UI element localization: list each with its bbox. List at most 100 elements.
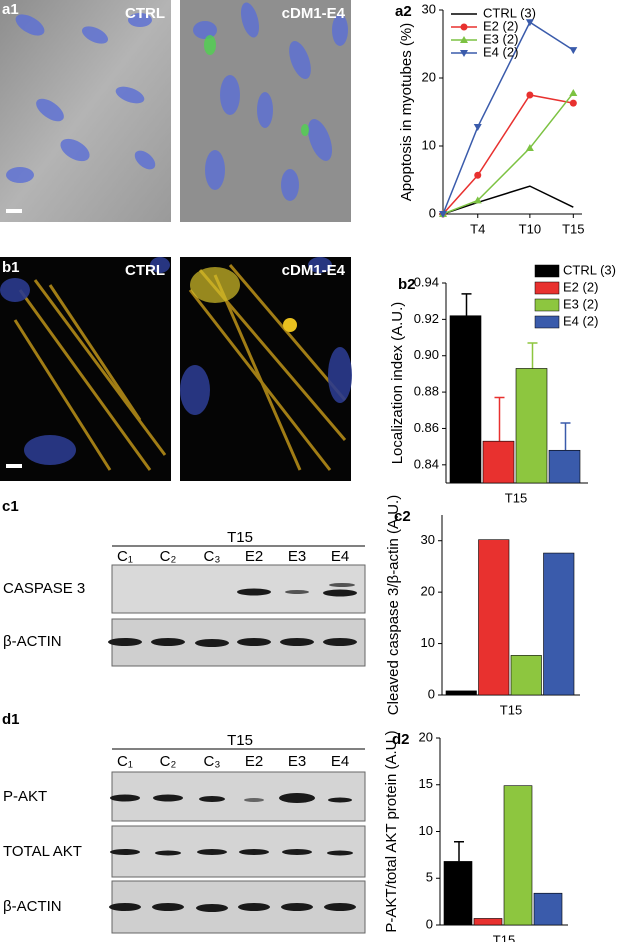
legend-label: CTRL (3) — [483, 5, 536, 20]
bar — [510, 655, 542, 696]
y-tick-label: 0.84 — [414, 456, 439, 471]
legend-label: E2 (2) — [563, 279, 598, 294]
legend-label: E4 (2) — [563, 313, 598, 328]
micrograph-a1 — [0, 0, 351, 222]
y-tick-label: 10 — [422, 137, 436, 152]
x-tick-label: T4 — [470, 221, 485, 236]
row-label: β-ACTIN — [3, 898, 62, 915]
lane-label: E4 — [331, 548, 349, 565]
marker — [473, 123, 482, 131]
lane-label: C₂ — [160, 753, 177, 770]
image-label: cDM1-E4 — [282, 262, 346, 279]
error-bar — [527, 342, 538, 369]
bar — [482, 440, 515, 484]
lane-label: C₁ — [117, 548, 133, 565]
western-blots — [108, 564, 366, 934]
marker — [473, 196, 482, 204]
marker — [525, 144, 534, 152]
marker — [525, 19, 534, 27]
bar — [548, 449, 581, 484]
bar — [443, 861, 473, 926]
legend-label: E3 (2) — [483, 31, 518, 46]
marker — [474, 171, 482, 179]
bar — [473, 918, 503, 926]
error-bar — [454, 841, 464, 862]
lane-label: E4 — [331, 753, 349, 770]
legend-swatch — [534, 298, 560, 312]
y-tick-label: 0 — [428, 686, 435, 701]
micrograph-b1 — [0, 257, 352, 481]
panel-label: c1 — [2, 498, 19, 515]
y-tick-label: 30 — [422, 1, 436, 16]
error-bar — [461, 293, 472, 316]
y-tick-label: 10 — [419, 823, 433, 838]
series-line — [442, 185, 574, 215]
marker — [569, 47, 578, 55]
bar — [503, 785, 533, 926]
bar — [445, 690, 477, 696]
time-label: T15 — [227, 732, 253, 749]
y-tick-label: 0.94 — [414, 274, 439, 289]
y-tick-label: 0 — [429, 205, 436, 220]
legend-marker — [460, 50, 468, 57]
y-tick-label: 20 — [421, 584, 435, 599]
panel-label: d2 — [392, 731, 410, 748]
marker — [439, 211, 447, 218]
y-tick-label: 0.92 — [414, 311, 439, 326]
series-line — [442, 21, 574, 215]
lane-label: C₃ — [204, 548, 221, 565]
y-tick-label: 30 — [421, 532, 435, 547]
time-label: T15 — [227, 529, 253, 546]
y-tick-label: 0.88 — [414, 384, 439, 399]
x-tick-label: T15 — [493, 932, 515, 942]
y-tick-label: 15 — [419, 776, 433, 791]
panel-label: b1 — [2, 259, 20, 276]
lane-label: E3 — [288, 548, 306, 565]
y-tick-label: 20 — [419, 729, 433, 744]
panel-label: a2 — [395, 3, 412, 20]
error-bar — [494, 396, 505, 442]
legend-swatch — [534, 315, 560, 329]
x-tick-label: T15 — [562, 221, 584, 236]
lane-label: E3 — [288, 753, 306, 770]
legend-marker — [460, 23, 468, 31]
error-bar — [560, 422, 571, 451]
legend-label: E4 (2) — [483, 44, 518, 59]
panel-label: c2 — [394, 508, 411, 525]
series-line — [442, 92, 574, 215]
legend-marker — [460, 36, 468, 43]
lane-label: C₂ — [160, 548, 177, 565]
row-label: P-AKT — [3, 788, 47, 805]
row-label: CASPASE 3 — [3, 580, 85, 597]
marker — [569, 88, 578, 96]
bar — [543, 552, 575, 696]
panel-label: a1 — [2, 1, 19, 18]
y-axis-label: Localization index (A.U.) — [389, 302, 406, 465]
image-label: CTRL — [125, 5, 165, 22]
legend-label: E2 (2) — [483, 18, 518, 33]
legend-label: E3 (2) — [563, 296, 598, 311]
lane-label: C₁ — [117, 753, 133, 770]
legend-swatch — [534, 264, 560, 278]
y-tick-label: 0 — [426, 916, 433, 931]
y-tick-label: 20 — [422, 69, 436, 84]
marker — [569, 99, 577, 107]
panel-label: b2 — [398, 276, 416, 293]
x-tick-label: T15 — [505, 490, 527, 505]
bar — [515, 368, 548, 484]
legend-label: CTRL (3) — [563, 262, 616, 277]
lane-label: E2 — [245, 753, 263, 770]
y-tick-label: 0.90 — [414, 347, 439, 362]
x-tick-label: T15 — [500, 702, 522, 717]
y-axis-label: Apoptosis in myotubes (%) — [398, 23, 415, 201]
bar — [533, 892, 563, 926]
bar — [449, 315, 482, 484]
bar — [478, 539, 510, 696]
y-tick-label: 5 — [426, 870, 433, 885]
x-tick-label: T10 — [519, 221, 541, 236]
lane-label: E2 — [245, 548, 263, 565]
y-tick-label: 10 — [421, 635, 435, 650]
marker — [526, 91, 534, 99]
